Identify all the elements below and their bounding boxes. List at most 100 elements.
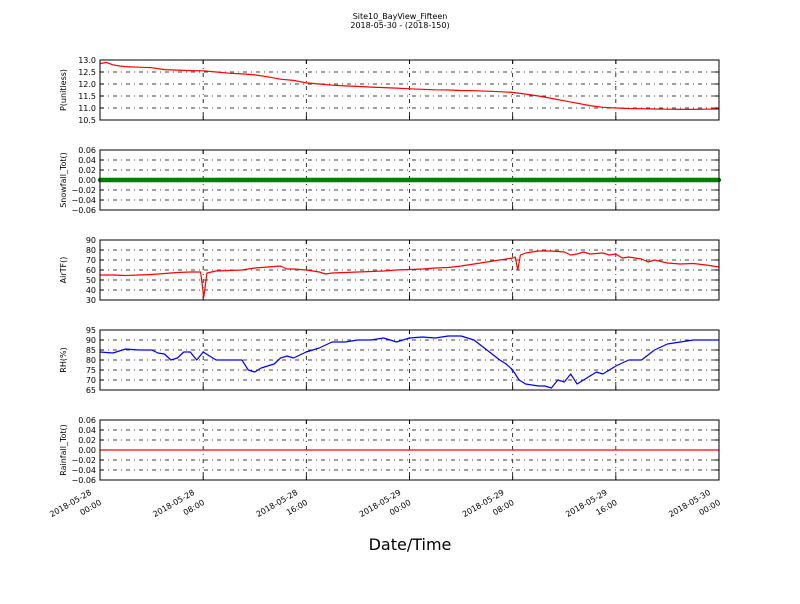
series-marker [429,177,435,183]
series-marker [358,177,364,183]
series-marker [507,177,512,183]
series-marker [687,177,693,183]
series-marker [172,177,177,183]
series-marker [668,177,673,183]
series-marker [433,177,438,183]
y-tick-label: 95 [86,326,96,335]
x-axis-label: Date/Time [369,535,452,554]
series-marker [478,177,483,183]
series-marker [633,177,638,183]
series-marker [110,177,116,183]
series-marker [133,177,138,183]
series-marker [697,177,702,183]
series-marker [413,177,419,183]
series-marker [149,177,154,183]
series-marker [388,177,393,183]
series-marker [313,177,319,183]
series-marker [536,177,541,183]
series-marker [362,177,367,183]
y-tick-label: 40 [86,286,96,295]
series-marker [555,177,560,183]
series-marker [626,177,631,183]
series-marker [487,177,493,183]
series-marker [120,177,125,183]
series-marker [426,177,431,183]
y-tick-label: 70 [86,256,96,265]
panel-1: 10.5 11.0 11.5 12.0 12.5 13.0 P(unitless) [59,56,720,125]
series-marker [262,177,267,183]
series-marker [436,177,441,183]
series-marker [655,177,660,183]
series-marker [101,177,106,183]
series-marker [400,177,406,183]
series-marker [681,177,686,183]
series-marker [458,177,464,183]
series-marker [471,177,477,183]
series-marker [346,177,351,183]
panel-frame [99,419,720,481]
series-marker [246,177,251,183]
series-marker [565,177,570,183]
series-marker [404,177,409,183]
series-marker [255,177,261,183]
y-tick-label: 0.02 [78,166,96,175]
series-marker [207,177,212,183]
y-tick-label: 0.06 [78,416,96,425]
y-tick-label: 11.5 [78,92,96,101]
y-tick-label: 75 [86,366,96,375]
y-tick-label: −0.04 [71,196,96,205]
series-marker [210,177,215,183]
y-tick-label: −0.02 [71,456,96,465]
series-marker [329,177,335,183]
series-marker [600,177,606,183]
series-marker [484,177,490,183]
series-marker [146,177,151,183]
series-marker [365,177,370,183]
series-marker [581,177,586,183]
series-marker [178,177,183,183]
series-marker [623,177,628,183]
series-marker [591,177,596,183]
series-marker [317,177,322,183]
series-marker [336,177,341,183]
series-marker [558,177,564,183]
series-marker [417,177,422,183]
y-tick-label: 85 [86,346,96,355]
series-marker [710,177,715,183]
series-marker [513,177,519,183]
y-tick-label: 0.06 [78,146,96,155]
series-marker [568,177,573,183]
series-marker [233,177,238,183]
y-tick-label: 90 [86,336,96,345]
series-marker [645,177,651,183]
series-marker [607,177,612,183]
series-marker [475,177,480,183]
series-marker [278,177,283,183]
series-marker [307,177,312,183]
panel-frame [99,149,720,211]
series-marker [700,177,706,183]
series-marker [658,177,664,183]
series-marker [636,177,641,183]
series-marker [104,177,109,183]
y-tick-label: 90 [86,236,96,245]
series-marker [529,177,535,183]
series-marker [642,177,647,183]
series-marker [349,177,354,183]
series-marker [446,177,451,183]
series-marker [342,177,348,183]
series-marker [381,177,386,183]
series-marker [265,177,270,183]
y-tick-label: −0.02 [71,186,96,195]
panel-2: −0.06−0.04−0.020.000.020.040.06 Snowfall_… [59,146,722,215]
series-marker [223,177,228,183]
series-line [99,335,719,389]
series-marker [407,177,412,183]
series-marker [494,177,499,183]
series-marker [694,177,699,183]
series-marker [117,177,122,183]
series-marker [549,177,554,183]
series-marker [355,177,361,183]
